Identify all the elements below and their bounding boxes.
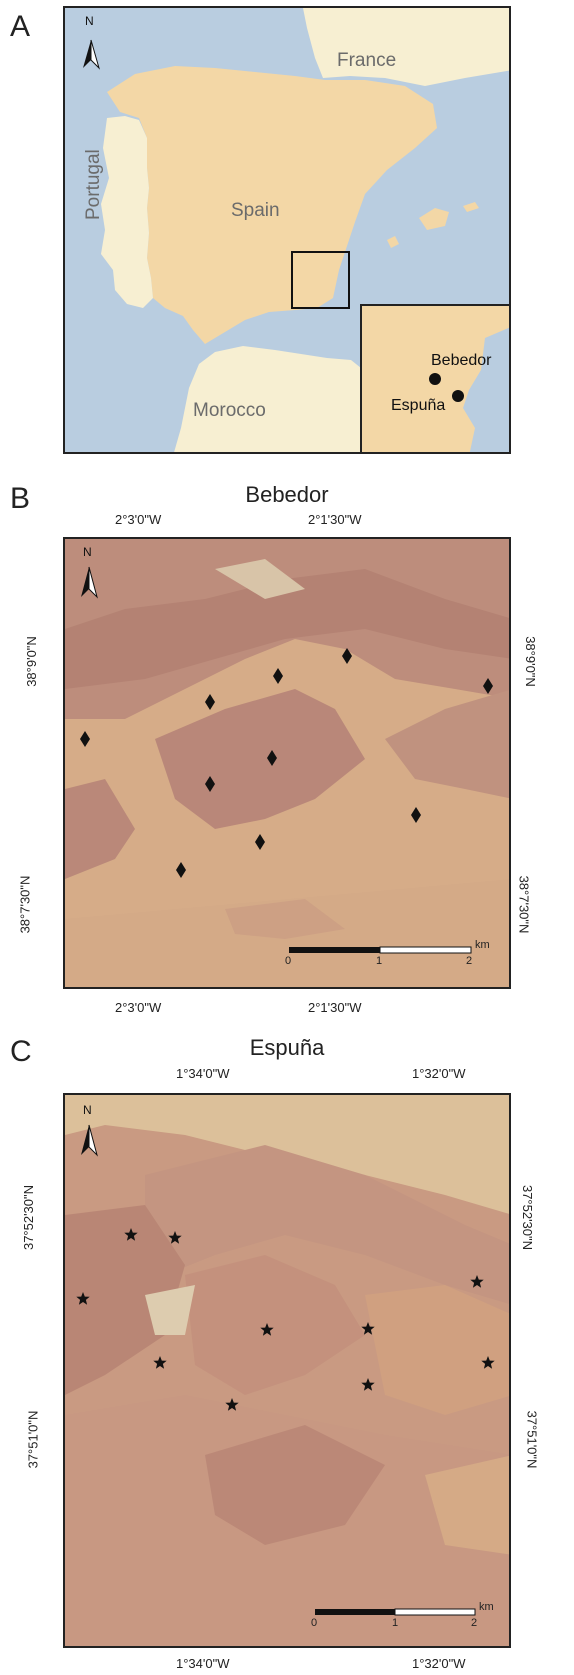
country-label-spain: Spain — [231, 200, 280, 221]
country-label-france: France — [337, 50, 397, 71]
scale-b-tick-1: 1 — [376, 955, 383, 967]
lon-label-bottom-right: 2°1'30"W — [308, 1000, 362, 1015]
overview-map-graphic — [83, 8, 509, 452]
lon-label-top-right: 2°1'30"W — [308, 512, 362, 527]
site-label-espuna: Espuña — [391, 397, 446, 414]
diamond-site-marker — [273, 668, 283, 684]
lat-label-left-bottom: 38°7'30"N — [17, 875, 33, 934]
diamond-site-marker — [205, 694, 215, 710]
star-site-marker — [260, 1323, 274, 1336]
scale-bar-b — [289, 946, 472, 954]
lon-label-c-bottom-right: 1°32'0"W — [412, 1656, 466, 1671]
lat-label-c-left-top: 37°52'30"N — [21, 1184, 37, 1251]
lat-label-left-top: 38°9'0"N — [23, 636, 39, 687]
lon-label-c-top-left: 1°34'0"W — [176, 1066, 230, 1081]
overview-map: N France Spain Portugal Morocco Bebedor … — [63, 6, 511, 454]
lat-label-c-left-bottom: 37°51'0"N — [25, 1410, 41, 1469]
inset-sea — [463, 327, 509, 452]
bebedor-dot — [429, 373, 441, 385]
lat-label-right-bottom: 38°7'30"N — [516, 875, 532, 934]
portugal-land — [101, 116, 153, 308]
diamond-site-marker — [267, 750, 277, 766]
menorca-island — [463, 202, 479, 212]
north-arrow-b-icon — [81, 566, 98, 599]
panel-letter-c: C — [10, 1035, 32, 1068]
north-label-c: N — [83, 1103, 92, 1117]
diamond-site-marker — [80, 731, 90, 747]
scale-bar-c — [315, 1608, 476, 1616]
scale-b-unit: km — [475, 939, 490, 951]
diamond-site-marker — [255, 834, 265, 850]
panel-title-espuna: Espuña — [249, 1035, 325, 1060]
morocco-land — [174, 346, 361, 452]
espuna-dot — [452, 390, 464, 402]
espuna-terrain — [65, 1095, 509, 1646]
scale-b-tick-2: 2 — [466, 955, 473, 967]
lon-label-bottom-left: 2°3'0"W — [115, 1000, 162, 1015]
lon-label-top-left: 2°3'0"W — [115, 512, 162, 527]
diamond-site-marker — [342, 648, 352, 664]
france-land — [303, 8, 509, 86]
lon-label-c-top-right: 1°32'0"W — [412, 1066, 466, 1081]
scale-c-tick-0: 0 — [311, 1617, 318, 1629]
espuna-site-markers — [76, 1228, 495, 1411]
scale-c-tick-1: 1 — [392, 1617, 399, 1629]
scale-c-tick-2: 2 — [471, 1617, 478, 1629]
country-label-portugal: Portugal — [83, 149, 104, 220]
country-label-morocco: Morocco — [193, 400, 266, 421]
lat-label-right-top: 38°9'0"N — [522, 636, 538, 687]
north-arrow-c-icon — [81, 1124, 98, 1157]
mallorca-island — [419, 208, 449, 230]
lat-label-c-right-top: 37°52'30"N — [520, 1184, 536, 1251]
panel-title-bebedor: Bebedor — [245, 482, 329, 507]
espuna-map: N 0 1 2 km — [63, 1093, 511, 1648]
bebedor-map: N 0 1 2 km — [63, 537, 511, 989]
bebedor-site-markers — [80, 648, 493, 878]
lat-label-c-right-bottom: 37°51'0"N — [524, 1410, 540, 1469]
spain-land — [107, 66, 437, 344]
diamond-site-marker — [205, 776, 215, 792]
diamond-site-marker — [411, 807, 421, 823]
star-site-marker — [481, 1356, 495, 1369]
diamond-site-marker — [176, 862, 186, 878]
panel-letter-b: B — [10, 482, 31, 515]
star-site-marker — [361, 1322, 375, 1335]
lon-label-c-bottom-left: 1°34'0"W — [176, 1656, 230, 1671]
study-area-box — [291, 251, 350, 309]
scale-b-tick-0: 0 — [285, 955, 292, 967]
star-site-marker — [153, 1356, 167, 1369]
star-site-marker — [124, 1228, 138, 1241]
site-label-bebedor: Bebedor — [431, 352, 492, 369]
north-arrow-a-icon — [83, 39, 101, 70]
panel-letter-a: A — [10, 10, 31, 43]
diamond-site-marker — [483, 678, 493, 694]
scale-c-unit: km — [479, 1601, 494, 1613]
bebedor-terrain — [65, 539, 509, 987]
north-label-a: N — [85, 14, 94, 28]
star-site-marker — [225, 1398, 239, 1411]
star-site-marker — [76, 1292, 90, 1305]
star-site-marker — [470, 1275, 484, 1288]
ibiza-island — [387, 236, 399, 248]
star-site-marker — [168, 1231, 182, 1244]
star-site-marker — [361, 1378, 375, 1391]
north-label-b: N — [83, 545, 92, 559]
